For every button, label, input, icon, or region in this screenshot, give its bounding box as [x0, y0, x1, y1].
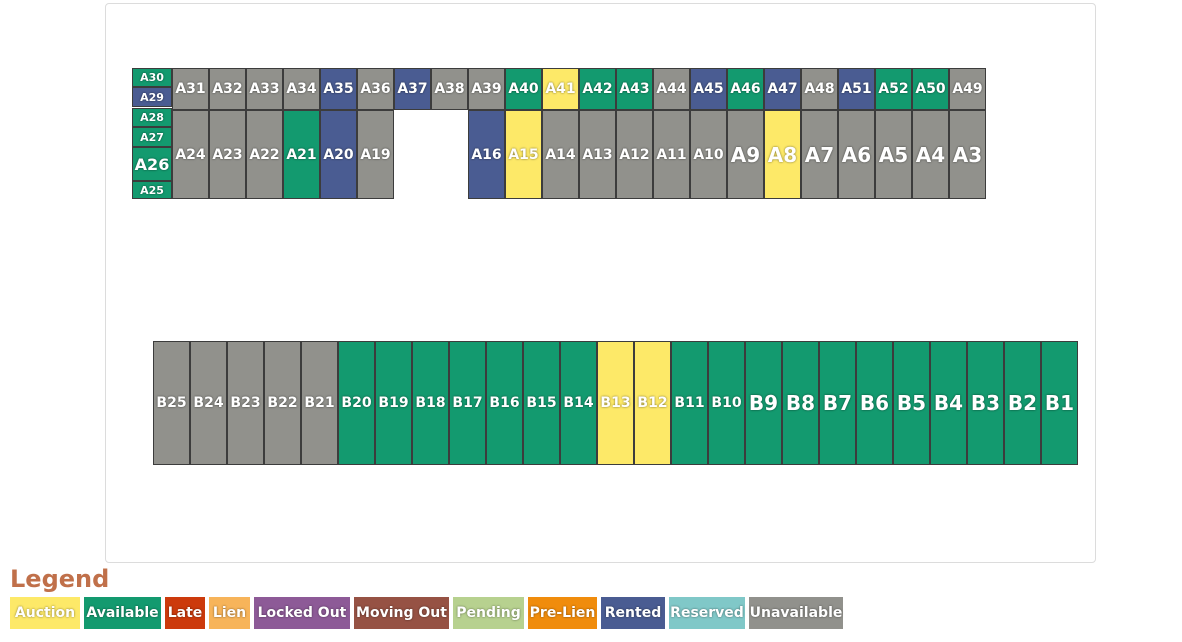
unit-b12[interactable]: B12 — [634, 341, 671, 465]
unit-b8[interactable]: B8 — [782, 341, 819, 465]
unit-b19[interactable]: B19 — [375, 341, 412, 465]
unit-b6[interactable]: B6 — [856, 341, 893, 465]
unit-a37[interactable]: A37 — [394, 68, 431, 110]
legend-item-pending: Pending — [453, 597, 524, 629]
unit-a5[interactable]: A5 — [875, 110, 912, 199]
unit-b25[interactable]: B25 — [153, 341, 190, 465]
unit-a4[interactable]: A4 — [912, 110, 949, 199]
unit-b1[interactable]: B1 — [1041, 341, 1078, 465]
unit-a21[interactable]: A21 — [283, 110, 320, 199]
legend-item-moving-out: Moving Out — [354, 597, 449, 629]
unit-a52[interactable]: A52 — [875, 68, 912, 110]
unit-a3[interactable]: A3 — [949, 110, 986, 199]
unit-a29[interactable]: A29 — [132, 87, 172, 107]
unit-b13[interactable]: B13 — [597, 341, 634, 465]
unit-a24[interactable]: A24 — [172, 110, 209, 199]
unit-a51[interactable]: A51 — [838, 68, 875, 110]
legend-item-locked-out: Locked Out — [254, 597, 350, 629]
unit-b9[interactable]: B9 — [745, 341, 782, 465]
unit-a28[interactable]: A28 — [132, 108, 172, 127]
unit-a32[interactable]: A32 — [209, 68, 246, 110]
unit-a41[interactable]: A41 — [542, 68, 579, 110]
unit-b10[interactable]: B10 — [708, 341, 745, 465]
unit-a13[interactable]: A13 — [579, 110, 616, 199]
legend-item-pre-lien: Pre-Lien — [528, 597, 597, 629]
unit-a15[interactable]: A15 — [505, 110, 542, 199]
unit-b16[interactable]: B16 — [486, 341, 523, 465]
legend-item-rented: Rented — [601, 597, 665, 629]
unit-b15[interactable]: B15 — [523, 341, 560, 465]
unit-a22[interactable]: A22 — [246, 110, 283, 199]
unit-b20[interactable]: B20 — [338, 341, 375, 465]
unit-a26[interactable]: A26 — [132, 147, 172, 181]
unit-b24[interactable]: B24 — [190, 341, 227, 465]
unit-a35[interactable]: A35 — [320, 68, 357, 110]
unit-a19[interactable]: A19 — [357, 110, 394, 199]
unit-a31[interactable]: A31 — [172, 68, 209, 110]
unit-a33[interactable]: A33 — [246, 68, 283, 110]
unit-a45[interactable]: A45 — [690, 68, 727, 110]
legend-item-lien: Lien — [209, 597, 250, 629]
legend-item-reserved: Reserved — [669, 597, 745, 629]
unit-a42[interactable]: A42 — [579, 68, 616, 110]
unit-b23[interactable]: B23 — [227, 341, 264, 465]
unit-a25[interactable]: A25 — [132, 181, 172, 199]
unit-b14[interactable]: B14 — [560, 341, 597, 465]
unit-a47[interactable]: A47 — [764, 68, 801, 110]
unit-a6[interactable]: A6 — [838, 110, 875, 199]
unit-a39[interactable]: A39 — [468, 68, 505, 110]
unit-b18[interactable]: B18 — [412, 341, 449, 465]
unit-a49[interactable]: A49 — [949, 68, 986, 110]
unit-a43[interactable]: A43 — [616, 68, 653, 110]
unit-a34[interactable]: A34 — [283, 68, 320, 110]
unit-b3[interactable]: B3 — [967, 341, 1004, 465]
unit-a12[interactable]: A12 — [616, 110, 653, 199]
unit-b22[interactable]: B22 — [264, 341, 301, 465]
legend-title: Legend — [10, 565, 110, 593]
unit-b11[interactable]: B11 — [671, 341, 708, 465]
unit-a38[interactable]: A38 — [431, 68, 468, 110]
unit-a27[interactable]: A27 — [132, 127, 172, 147]
unit-a36[interactable]: A36 — [357, 68, 394, 110]
unit-b4[interactable]: B4 — [930, 341, 967, 465]
unit-a48[interactable]: A48 — [801, 68, 838, 110]
unit-b5[interactable]: B5 — [893, 341, 930, 465]
unit-b2[interactable]: B2 — [1004, 341, 1041, 465]
unit-a40[interactable]: A40 — [505, 68, 542, 110]
unit-b21[interactable]: B21 — [301, 341, 338, 465]
unit-a11[interactable]: A11 — [653, 110, 690, 199]
legend-item-unavailable: Unavailable — [749, 597, 843, 629]
unit-a23[interactable]: A23 — [209, 110, 246, 199]
unit-a20[interactable]: A20 — [320, 110, 357, 199]
unit-a30[interactable]: A30 — [132, 68, 172, 87]
unit-a16[interactable]: A16 — [468, 110, 505, 199]
unit-b7[interactable]: B7 — [819, 341, 856, 465]
unit-a10[interactable]: A10 — [690, 110, 727, 199]
unit-a50[interactable]: A50 — [912, 68, 949, 110]
legend-item-late: Late — [165, 597, 205, 629]
unit-b17[interactable]: B17 — [449, 341, 486, 465]
unit-a44[interactable]: A44 — [653, 68, 690, 110]
unit-a46[interactable]: A46 — [727, 68, 764, 110]
unit-a9[interactable]: A9 — [727, 110, 764, 199]
unit-a8[interactable]: A8 — [764, 110, 801, 199]
unit-a7[interactable]: A7 — [801, 110, 838, 199]
legend-item-available: Available — [84, 597, 161, 629]
unit-a14[interactable]: A14 — [542, 110, 579, 199]
legend-item-auction: Auction — [10, 597, 80, 629]
